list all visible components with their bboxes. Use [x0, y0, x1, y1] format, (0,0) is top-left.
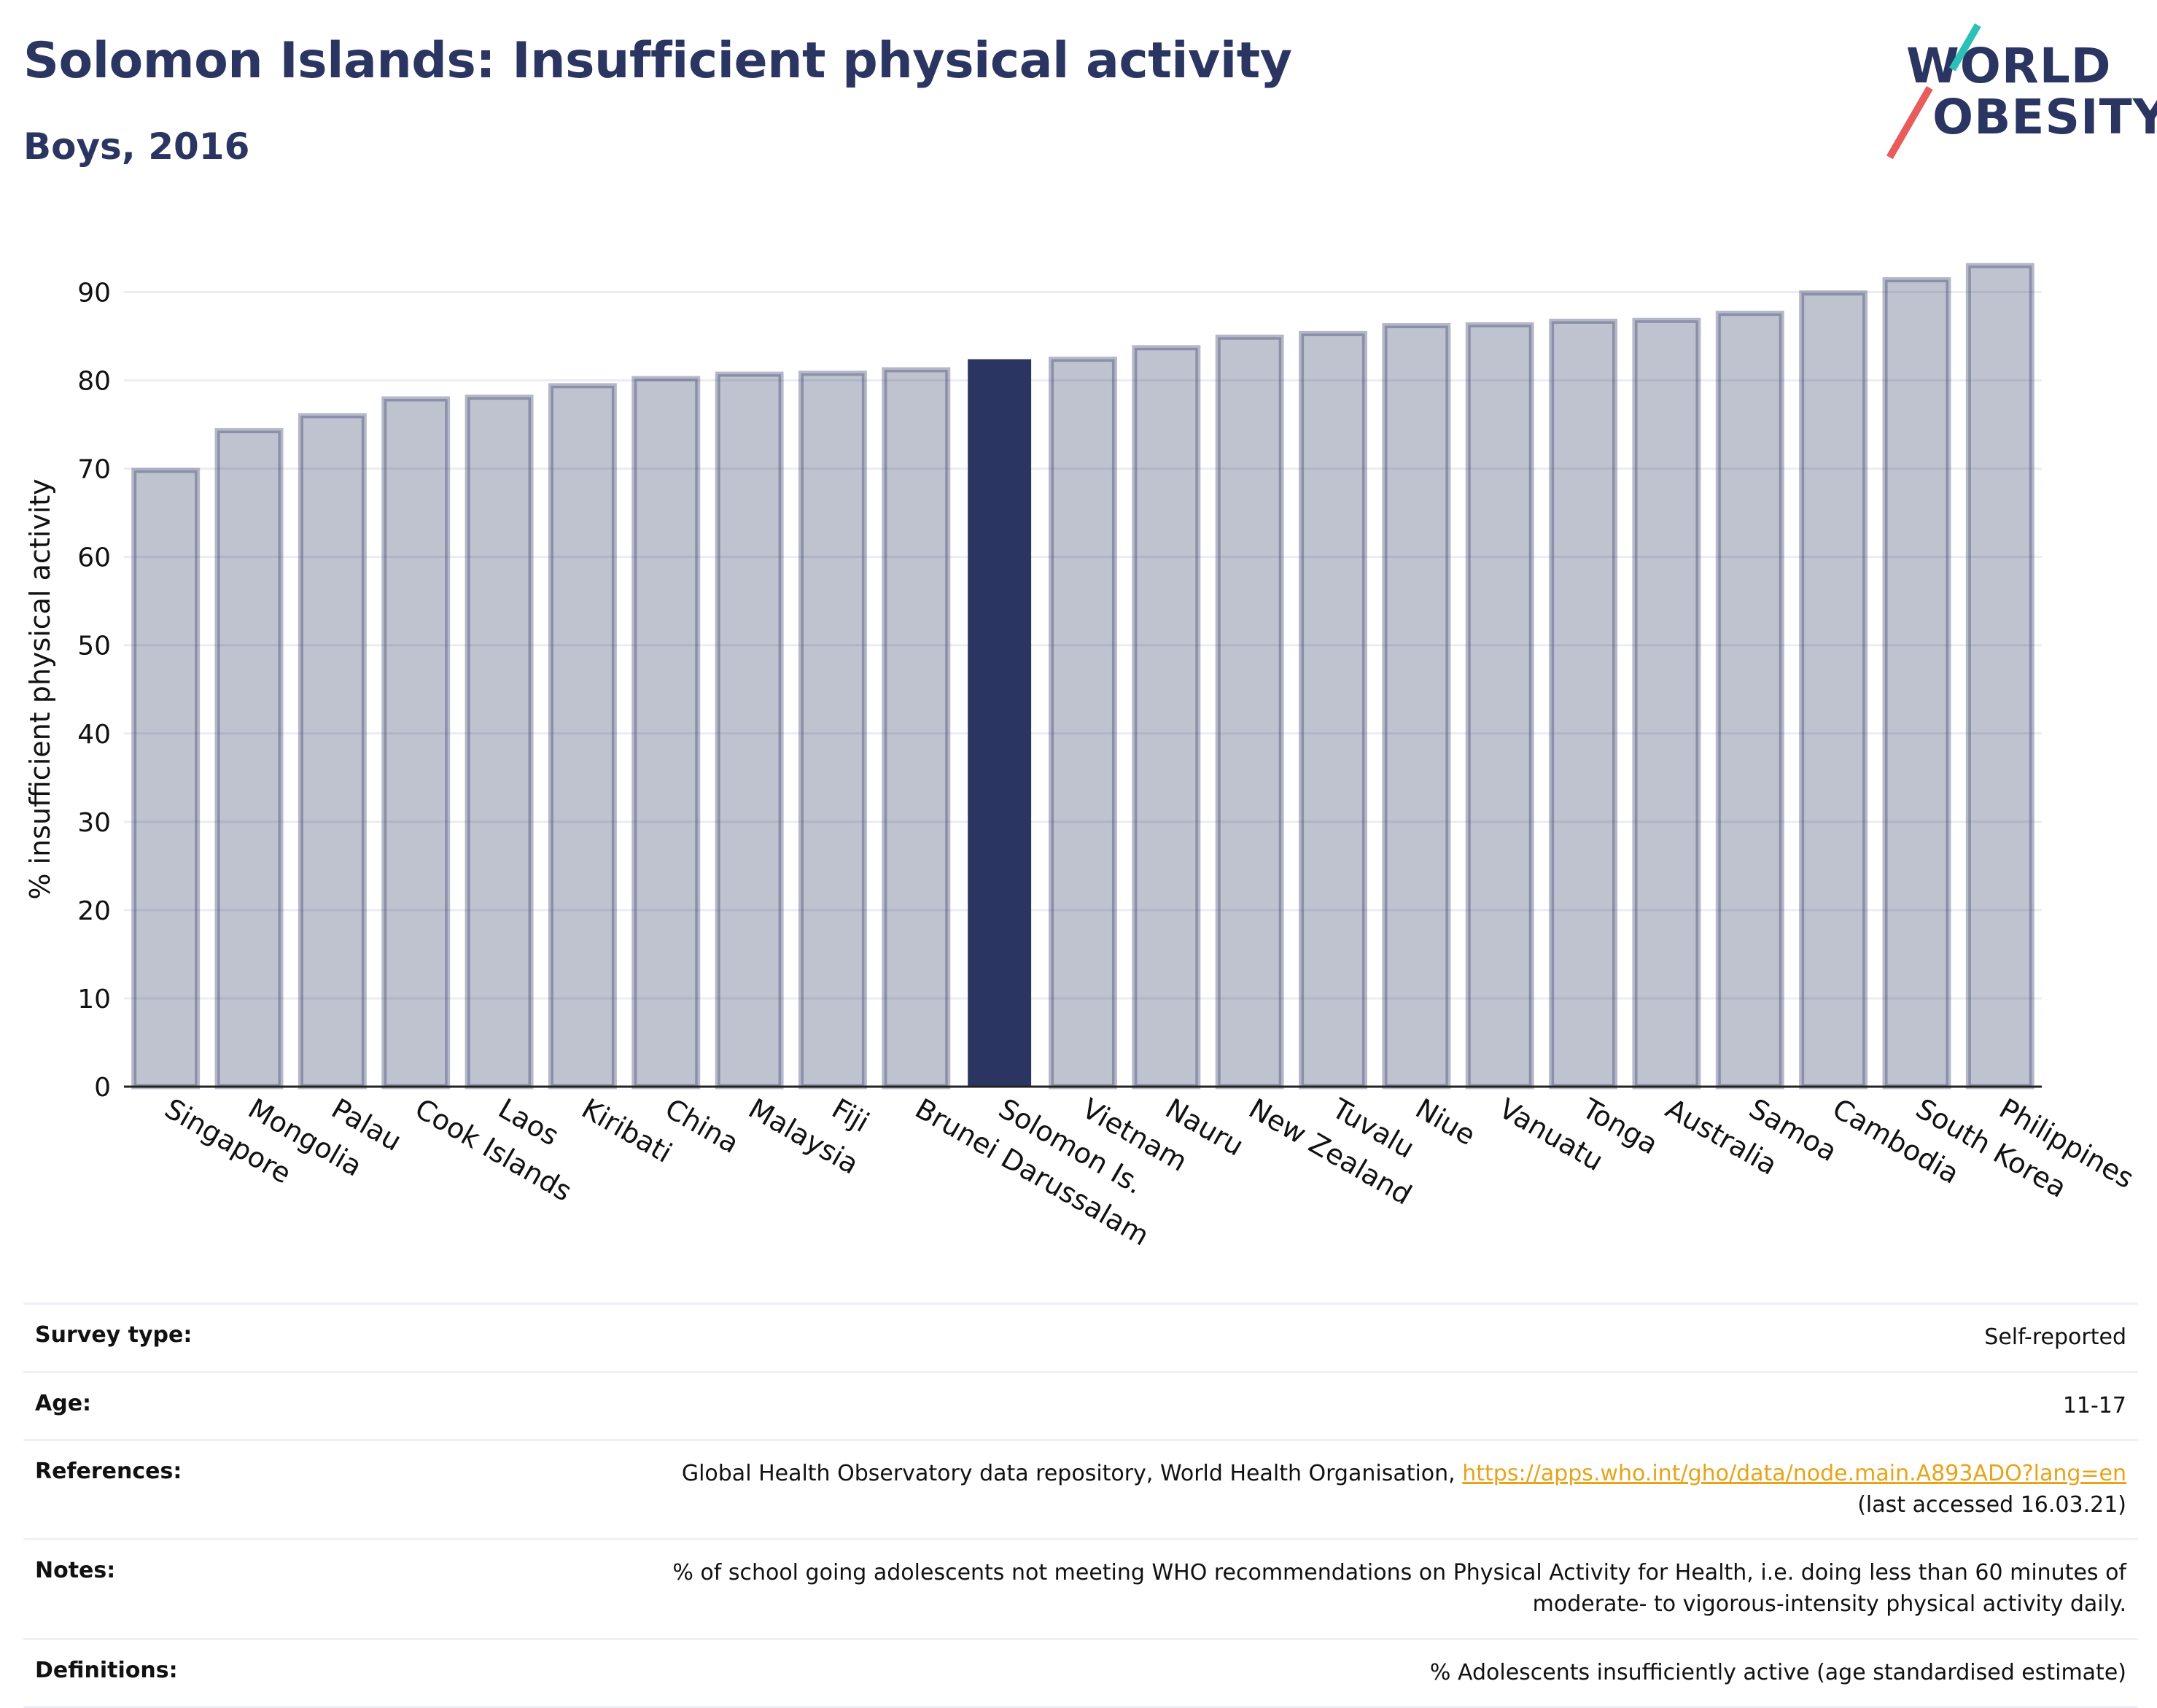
info-row-notes: Notes: % of school going adolescents not…	[23, 1538, 2138, 1637]
notes-label: Notes:	[35, 1558, 116, 1584]
bar	[214, 428, 284, 1090]
chart-subtitle: Boys, 2016	[23, 125, 250, 168]
age-label: Age:	[35, 1390, 92, 1416]
references-link[interactable]: https://apps.who.int/gho/data/node.main.…	[1462, 1461, 2126, 1487]
logo-pink-slash-icon	[1886, 86, 1933, 160]
y-tick-label: 50	[77, 632, 111, 661]
bar	[1299, 330, 1367, 1090]
y-tick-label: 40	[77, 720, 111, 750]
bar	[715, 371, 784, 1090]
survey-type-label: Survey type:	[35, 1322, 193, 1348]
info-row-definitions: Definitions: % Adolescents insufficientl…	[23, 1637, 2138, 1708]
references-text: Global Health Observatory data repositor…	[681, 1461, 1456, 1487]
bar	[1715, 311, 1784, 1090]
info-table: Survey type: Self-reported Age: 11-17 Re…	[23, 1303, 2138, 1708]
grid-lines	[124, 291, 2042, 1000]
notes-line-2: moderate- to vigorous-intensity physical…	[1532, 1591, 2126, 1617]
y-tick-label: 30	[77, 808, 111, 838]
info-row-age: Age: 11-17	[23, 1370, 2138, 1440]
bar	[1882, 277, 1951, 1090]
world-obesity-logo: WORLD OBESITY	[1886, 22, 2157, 160]
info-row-references: References: Global Health Observatory da…	[23, 1439, 2138, 1538]
x-tick-label: Kiribati	[576, 1092, 677, 1169]
notes-line-1: % of school going adolescents not meetin…	[672, 1560, 2126, 1586]
bar	[1215, 334, 1284, 1090]
bar	[1632, 317, 1701, 1090]
y-axis-title: % insufficient physical activity	[24, 478, 56, 899]
bar	[1465, 322, 1534, 1090]
definitions-value: % Adolescents insufficiently active (age…	[1429, 1659, 2126, 1685]
bar	[631, 376, 701, 1090]
bar	[465, 395, 534, 1090]
age-value: 11-17	[2062, 1392, 2126, 1418]
y-tick-label: 90	[77, 279, 111, 308]
bar	[1549, 318, 1618, 1090]
bar	[298, 413, 367, 1090]
logo-word-world: WORLD	[1906, 38, 2112, 94]
references-value: Global Health Observatory data repositor…	[682, 1459, 2126, 1521]
y-tick-label: 80	[77, 367, 111, 397]
bar	[548, 383, 617, 1090]
bar	[798, 370, 867, 1090]
bar	[1132, 345, 1201, 1090]
bar	[1049, 357, 1117, 1090]
bar	[381, 396, 451, 1090]
bar	[1382, 323, 1451, 1090]
y-tick-label: 70	[77, 455, 111, 485]
bar	[1965, 263, 2034, 1090]
info-row-survey-type: Survey type: Self-reported	[23, 1303, 2138, 1371]
x-tick-label: Niue	[1410, 1092, 1481, 1152]
bars	[131, 263, 2034, 1090]
bar-highlight	[968, 359, 1032, 1087]
references-label: References:	[35, 1459, 182, 1485]
chart-title: Solomon Islands: Insufficient physical a…	[23, 32, 1292, 90]
bar	[131, 467, 201, 1090]
notes-value: % of school going adolescents not meetin…	[672, 1558, 2126, 1620]
y-tick-label: 0	[94, 1073, 111, 1103]
y-axis-ticks: 0 10 20 30 40 50 60 70 80 90	[77, 279, 111, 1103]
y-tick-label: 10	[77, 985, 111, 1014]
logo-word-obesity: OBESITY	[1932, 89, 2157, 145]
bar-chart: 0 10 20 30 40 50 60 70 80 90 SingaporeMongoliaPal…	[24, 263, 2139, 1252]
x-tick-label: Fiji	[826, 1092, 874, 1138]
x-tick-label: Cook Islands	[410, 1092, 578, 1208]
references-accessed: (last accessed 16.03.21)	[1857, 1491, 2126, 1518]
y-tick-label: 60	[77, 543, 111, 573]
survey-type-value: Self-reported	[1984, 1324, 2126, 1350]
y-tick-label: 20	[77, 896, 111, 926]
bar	[882, 367, 951, 1090]
bar	[1799, 290, 1868, 1090]
definitions-label: Definitions:	[35, 1657, 178, 1683]
